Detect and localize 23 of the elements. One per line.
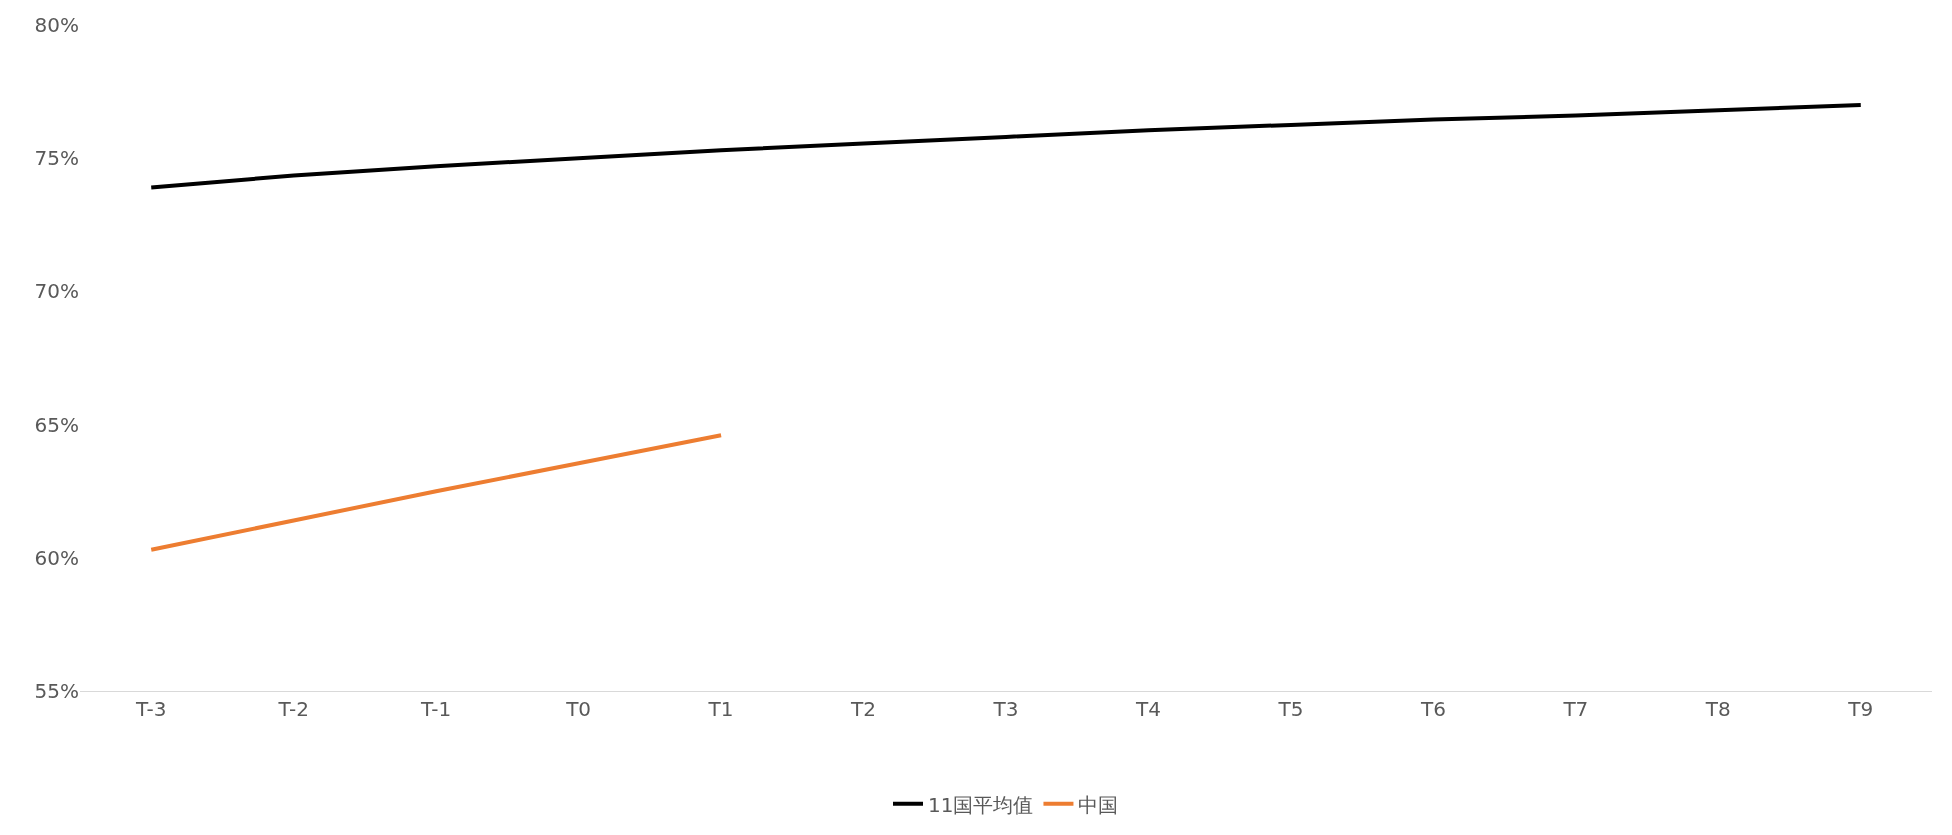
x-tick-label: T-3 <box>135 697 167 721</box>
x-tick-label: T7 <box>1562 697 1589 721</box>
x-tick-label: T3 <box>992 697 1019 721</box>
x-tick-label: T5 <box>1277 697 1304 721</box>
y-tick-label: 70% <box>34 279 79 304</box>
x-tick-label: T-1 <box>419 697 452 721</box>
legend-label: 11国平均值 <box>928 792 1034 817</box>
x-tick-label: T2 <box>850 697 877 721</box>
x-tick-label: T6 <box>1419 697 1446 721</box>
y-tick-label: 65% <box>34 412 79 437</box>
x-tick-label: T-2 <box>277 697 309 721</box>
line-series <box>149 433 724 552</box>
y-tick-label: 60% <box>34 545 79 570</box>
x-tick-label: T4 <box>1134 697 1161 721</box>
x-tick-label: T9 <box>1847 697 1874 721</box>
legend-label: 中国 <box>1078 792 1119 817</box>
line-series <box>149 102 1863 190</box>
x-tick-label: T0 <box>565 697 592 721</box>
y-tick-label: 80% <box>34 13 79 37</box>
x-tick-label: T8 <box>1704 697 1731 721</box>
x-tick-label: T1 <box>707 697 734 721</box>
y-tick-label: 75% <box>34 146 79 171</box>
y-tick-label: 55% <box>34 679 79 703</box>
